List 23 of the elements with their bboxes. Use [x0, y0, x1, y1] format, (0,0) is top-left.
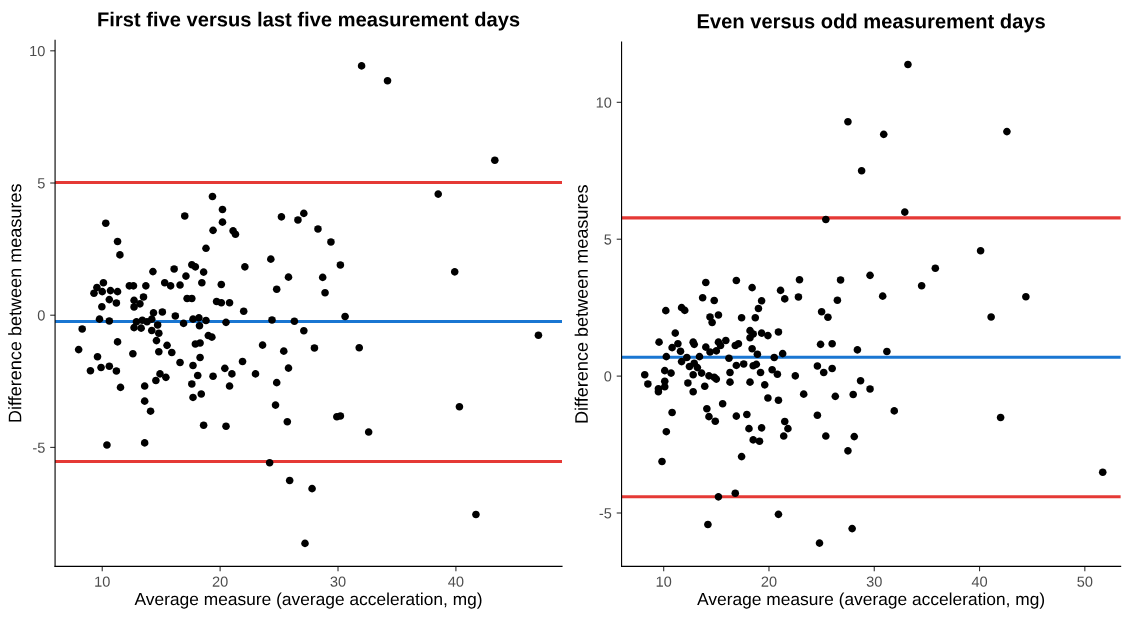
y-axis-title: Difference between measures	[8, 184, 22, 422]
y-tick-label: -5	[33, 442, 45, 453]
x-tick-label: 50	[1077, 576, 1093, 587]
y-axis-title: Difference between measures	[574, 185, 588, 423]
x-axis-title: Average measure (average acceleration, mg)	[697, 592, 1045, 609]
x-tick-label: 10	[95, 576, 110, 587]
chart-title: First five versus last five measurement days	[98, 11, 520, 31]
y-tick-label: 10	[596, 97, 612, 108]
y-tick-label: 10	[30, 45, 45, 57]
y-tick-label: 0	[37, 310, 45, 321]
x-tick-label: 30	[330, 576, 346, 587]
x-tick-label: 10	[656, 576, 672, 587]
x-axis-title: Average measure (average acceleration, mg)	[134, 592, 482, 609]
x-tick-label: 40	[448, 576, 464, 587]
y-tick-label: 0	[604, 371, 612, 382]
x-tick-label: 40	[971, 576, 988, 587]
y-tick-label: -5	[599, 508, 612, 519]
x-tick-label: 20	[212, 576, 228, 587]
chart-title: Even versus odd measurement days	[697, 13, 1045, 33]
y-tick-label: 5	[37, 178, 45, 189]
x-tick-label: 20	[761, 576, 777, 587]
x-tick-label: 30	[866, 576, 882, 587]
y-tick-label: 5	[604, 234, 612, 245]
